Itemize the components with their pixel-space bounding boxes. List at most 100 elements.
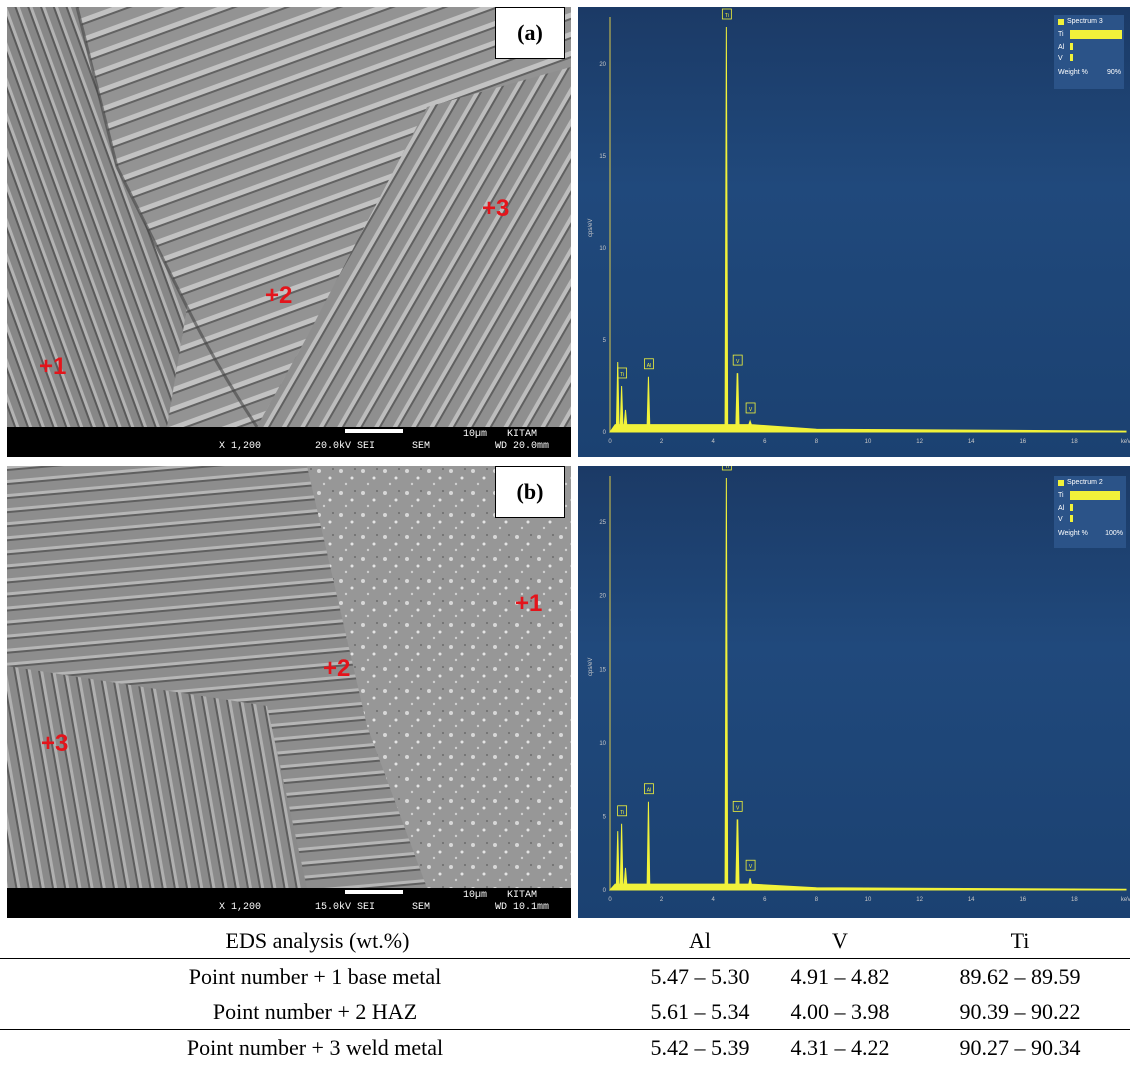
imaging-mode: SEM — [412, 902, 431, 913]
al-value: 5.42 – 5.39 — [650, 1034, 750, 1060]
point-marker-1: +1 — [515, 590, 543, 617]
table-row: Point number + 1 base metal 5.47 – 5.30 … — [0, 959, 1130, 995]
legend-title: Spectrum 3 — [1067, 18, 1103, 25]
x-tick-label: 16 — [1019, 439, 1026, 445]
x-tick-label: keV — [1121, 439, 1130, 445]
peak-label: V — [749, 407, 753, 413]
table-header-row: EDS analysis (wt.%) Al V Ti — [0, 923, 1130, 959]
y-tick-label: 0 — [603, 888, 607, 894]
legend-bar-al — [1070, 43, 1073, 50]
panel-label-b: (b) — [495, 466, 565, 518]
x-tick-label: 0 — [608, 897, 612, 903]
x-tick-label: 8 — [815, 897, 819, 903]
header-cell: Al — [630, 923, 770, 959]
sem-texture-a — [7, 7, 571, 427]
accelerating-voltage: 20.0kV SEI — [315, 441, 376, 452]
sem-infobar-a: X 1,200 20.0kV SEI SEM 10µm KITAM WD 20.… — [7, 427, 571, 457]
y-tick-label: 15 — [599, 154, 606, 160]
scale-value: 10µm — [463, 890, 488, 901]
y-tick-label: 0 — [603, 430, 607, 436]
lab-name: KITAM — [507, 890, 538, 901]
legend-al: Al — [1058, 505, 1065, 512]
working-distance: WD 10.1mm — [495, 902, 550, 913]
y-tick-label: 5 — [603, 338, 607, 344]
peak-label-box — [644, 358, 654, 370]
peak-label-box — [617, 367, 628, 379]
magnification: X 1,200 — [219, 441, 262, 452]
scale-bar — [345, 429, 403, 433]
legend-ti: Ti — [1058, 492, 1064, 499]
peak-label: Al — [647, 363, 651, 369]
x-tick-label: 4 — [712, 897, 716, 903]
ti-value: 90.39 – 90.22 — [910, 994, 1130, 1030]
peak-label-box — [732, 800, 743, 812]
x-tick-label: 4 — [712, 439, 716, 445]
spectrum-trace — [609, 26, 1127, 433]
peak-label: Ti — [620, 372, 624, 378]
peak-label-box — [721, 466, 732, 471]
x-tick-label: 14 — [968, 897, 975, 903]
peak-label: Ti — [725, 13, 729, 19]
table-row: Point number + 2 HAZ 5.61 – 5.34 4.00 – … — [0, 994, 1130, 1030]
panel-label-a: (a) — [495, 7, 565, 59]
peak-label-box — [745, 859, 756, 871]
legend-title: Spectrum 2 — [1067, 479, 1103, 486]
x-tick-label: 0 — [608, 439, 612, 445]
legend-max: 90% — [1106, 69, 1121, 76]
x-tick-label: 10 — [865, 897, 872, 903]
legend-max: 100% — [1105, 530, 1123, 537]
row-label: Point number + 1 base metal — [188, 963, 442, 989]
header-cell: EDS analysis (wt.%) — [0, 923, 630, 959]
legend-bar-v — [1070, 515, 1073, 522]
row-label: Point number + 2 HAZ — [0, 994, 630, 1030]
peak-label: V — [736, 359, 740, 365]
legend-v: V — [1058, 55, 1063, 62]
y-tick-label: 5 — [603, 814, 607, 820]
imaging-mode: SEM — [412, 441, 431, 452]
x-tick-label: 18 — [1071, 439, 1078, 445]
x-tick-label: 2 — [660, 897, 664, 903]
peak-label: Ti — [725, 466, 729, 470]
legend-ti: Ti — [1058, 31, 1064, 38]
x-tick-label: 16 — [1019, 897, 1026, 903]
row-label: Point number + 3 weld metal — [186, 1034, 444, 1060]
al-value: 5.61 – 5.34 — [630, 994, 770, 1030]
y-axis-label: cps/eV — [588, 658, 594, 676]
point-marker-3: +3 — [482, 195, 510, 222]
ti-value: 89.62 – 89.59 — [959, 963, 1081, 989]
legend-footer: Weight % — [1058, 69, 1088, 76]
v-value: 4.31 – 4.22 — [790, 1034, 890, 1060]
x-tick-label: 14 — [968, 439, 975, 445]
working-distance: WD 20.0mm — [495, 441, 550, 452]
point-marker-3: +3 — [41, 730, 69, 757]
x-tick-label: 10 — [865, 439, 872, 445]
point-marker-1: +1 — [39, 353, 67, 380]
point-marker-2: +2 — [265, 282, 293, 309]
header-cell: V — [770, 923, 910, 959]
x-tick-label: 8 — [815, 439, 819, 445]
accelerating-voltage: 15.0kV SEI — [315, 902, 376, 913]
scale-value: 10µm — [463, 429, 488, 440]
eds-spectrum-b: 0 2 4 6 8 10 12 14 16 18 keV 0 5 10 15 20 25 Ti Al Ti V V cp… — [578, 466, 1130, 918]
sem-infobar-b: X 1,200 15.0kV SEI SEM 10µm KITAM WD 10.… — [7, 888, 571, 918]
peak-label: V — [736, 805, 740, 811]
ti-value: 90.27 – 90.34 — [959, 1034, 1081, 1060]
y-tick-label: 20 — [599, 594, 606, 600]
legend-bar-ti — [1070, 30, 1122, 39]
x-tick-label: 6 — [763, 897, 767, 903]
legend-al: Al — [1058, 44, 1065, 51]
y-tick-label: 25 — [599, 520, 606, 526]
x-tick-label: 18 — [1071, 897, 1078, 903]
spectrum-trace — [608, 477, 1127, 891]
al-value: 5.47 – 5.30 — [650, 963, 750, 989]
peak-label: V — [749, 864, 753, 870]
header-cell: Ti — [910, 923, 1130, 959]
lab-name: KITAM — [507, 429, 538, 440]
eds-spectrum-a: 0 2 4 6 8 10 12 14 16 18 keV 0 5 10 15 20 Ti Al Ti V V cps/… — [578, 7, 1130, 457]
eds-chart-a: 0 2 4 6 8 10 12 14 16 18 keV 0 5 10 15 20 Ti Al Ti V V cps/… — [588, 8, 1130, 445]
x-tick-label: 2 — [660, 439, 664, 445]
table-row: Point number + 3 weld metal 5.42 – 5.39 … — [0, 1030, 1130, 1066]
point-marker-2: +2 — [323, 655, 351, 682]
x-tick-label: 6 — [763, 439, 767, 445]
legend-v: V — [1058, 516, 1063, 523]
